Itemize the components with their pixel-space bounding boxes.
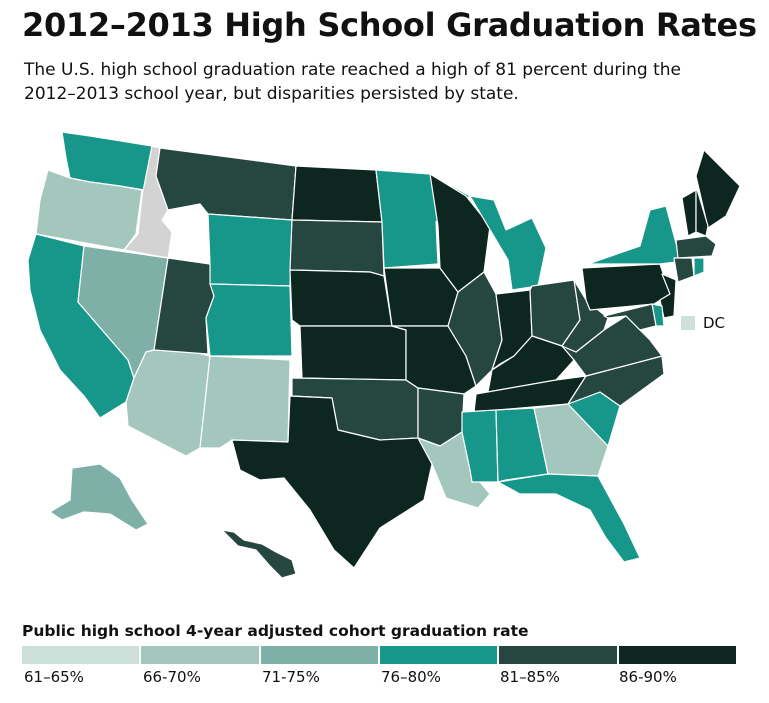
- legend-title: Public high school 4-year adjusted cohor…: [22, 622, 529, 640]
- state-ak: [49, 463, 149, 531]
- state-mi: [469, 195, 547, 291]
- legend-swatch-3: [260, 646, 378, 664]
- legend-label-2: 66-70%: [143, 668, 201, 686]
- state-ga: [533, 403, 609, 477]
- state-hi: [221, 529, 297, 579]
- legend-labels: 61–65% 66-70% 71-75% 76–80% 81–85% 86-90…: [22, 668, 736, 686]
- legend-swatch-6: [618, 646, 736, 664]
- legend-bar: [22, 646, 736, 664]
- page-title: 2012–2013 High School Graduation Rates: [22, 6, 757, 44]
- state-ne: [289, 269, 393, 327]
- legend-swatch-4: [379, 646, 498, 664]
- state-nd: [291, 165, 383, 223]
- state-la: [417, 431, 491, 509]
- state-pa: [581, 263, 671, 311]
- state-wy: [207, 213, 293, 287]
- state-vt: [681, 189, 697, 237]
- state-ma: [675, 235, 717, 259]
- legend-label-6: 86-90%: [619, 668, 677, 686]
- state-md: [603, 303, 657, 331]
- legend-label-4: 76–80%: [381, 668, 441, 686]
- legend-label-1: 61–65%: [24, 668, 84, 686]
- state-fl: [497, 473, 641, 563]
- dc-label: DC: [703, 314, 726, 332]
- dc-swatch: [681, 316, 695, 330]
- state-or: [35, 169, 143, 251]
- state-ri: [693, 257, 705, 277]
- state-tx: [231, 395, 433, 569]
- state-sd: [289, 219, 385, 277]
- state-nm: [199, 355, 291, 449]
- legend-swatch-1: [22, 646, 140, 664]
- legend-swatch-2: [141, 646, 259, 664]
- state-ct: [673, 257, 695, 283]
- state-nj: [659, 273, 677, 319]
- state-ks: [299, 325, 407, 381]
- state-mt: [155, 147, 297, 221]
- page-subtitle: The U.S. high school graduation rate rea…: [24, 60, 681, 104]
- legend-label-3: 71-75%: [262, 668, 320, 686]
- legend-label-5: 81–85%: [500, 668, 560, 686]
- legend-swatch-5: [499, 646, 617, 664]
- state-ny: [587, 205, 681, 265]
- state-me: [695, 149, 741, 229]
- state-co: [205, 283, 293, 357]
